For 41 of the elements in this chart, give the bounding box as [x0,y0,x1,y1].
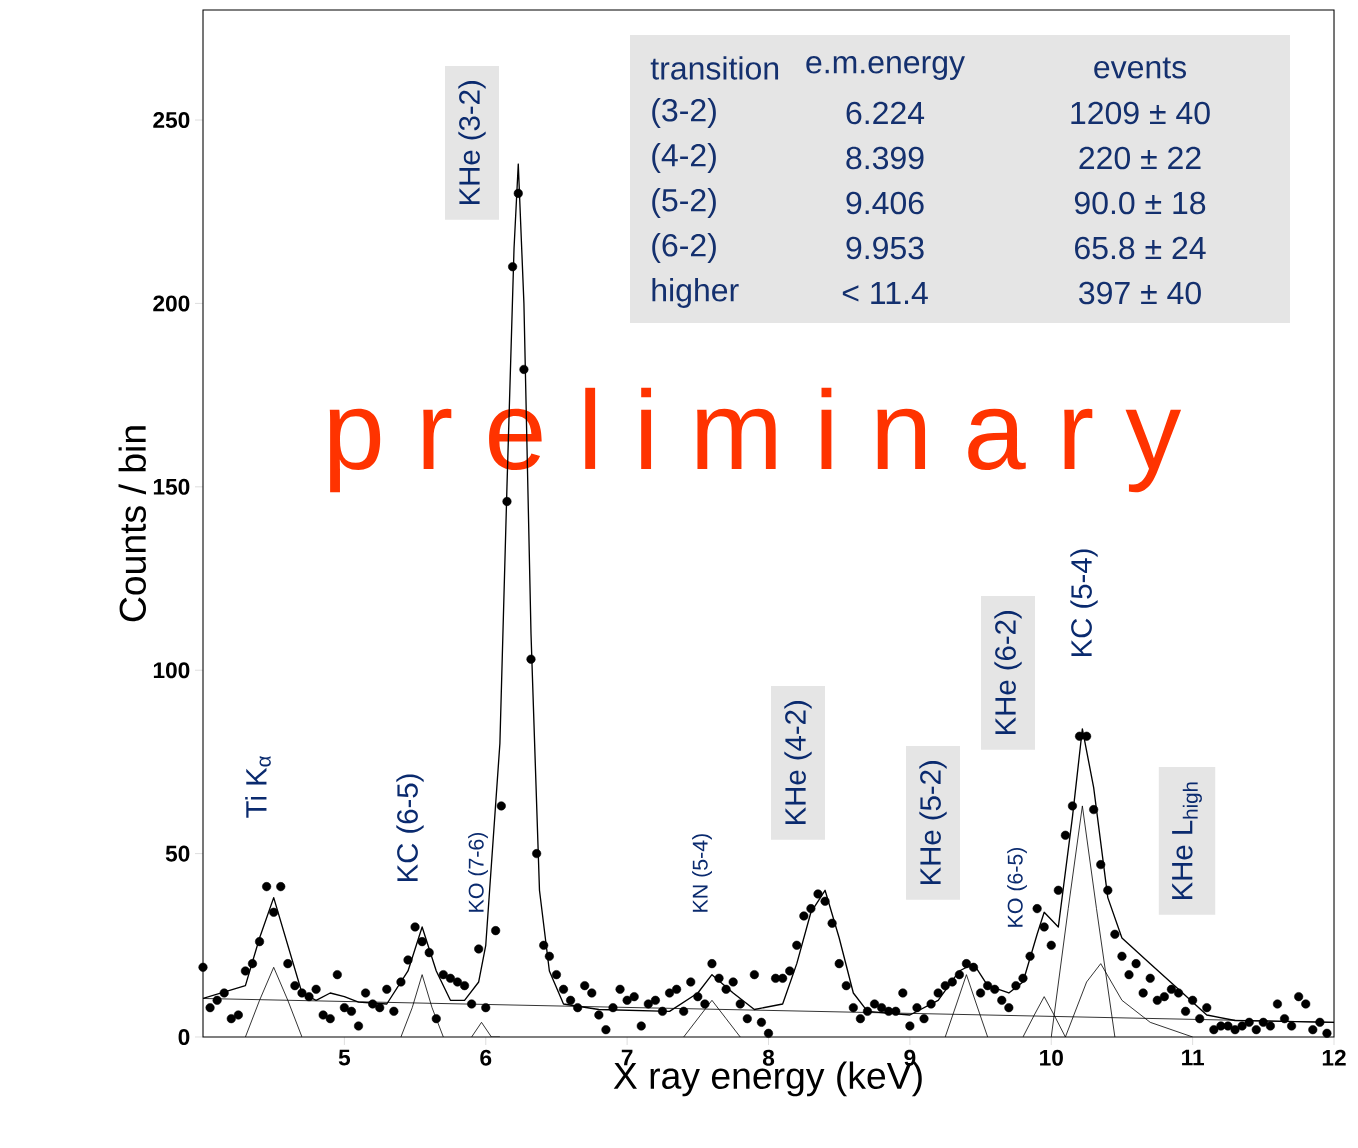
annotation: 1209 ± 40 [1071,101,1210,125]
y-tick-label: 100 [153,662,190,679]
annotation: KHe (3-2) [458,81,486,204]
x-tick-label: 12 [1322,1049,1346,1066]
annotation: 9.953 [846,236,924,260]
annotation: transition [650,56,779,80]
annotation: 220 ± 22 [1079,146,1201,170]
annotation: < 11.4 [842,281,928,304]
x-tick-label: 6 [480,1049,492,1066]
annotation: (6-2) [652,233,716,263]
annotation: events [1094,57,1186,79]
annotation: 90.0 ± 18 [1074,191,1206,215]
annotation: KHe L$_{high}$ [1172,782,1202,899]
y-tick-label: 150 [153,478,190,495]
annotation: KN (5-4) [692,834,712,912]
annotation: higher [652,278,739,308]
annotation: 8.399 [846,146,924,170]
annotation: KHe (4-2) [784,701,812,824]
x-tick-label: 10 [1040,1049,1063,1066]
annotation: KO (7-6) [468,832,488,912]
y-tick-label: 200 [153,295,190,312]
annotation: 65.8 ± 24 [1075,236,1206,260]
annotation: KC (6-5) [396,774,424,881]
annotation: KHe (5-2) [919,761,947,884]
annotation: (3-2) [652,98,716,128]
annotation: Ti K$_{α}$ [245,756,271,818]
annotation: (5-2) [652,188,716,218]
y-axis-title: Counts / bin [118,426,146,622]
annotation: 6.224 [846,101,925,125]
annotation: e.m.energy [806,56,965,80]
x-tick-label: 5 [338,1049,351,1066]
y-tick-label: 0 [178,1028,190,1046]
annotation: 9.406 [846,191,924,215]
annotation: KC (5-4) [1070,549,1098,656]
annotation: (4-2) [652,143,716,173]
y-tick-label: 250 [153,112,190,129]
x-tick-label: 11 [1182,1049,1204,1066]
y-tick-label: 50 [165,845,190,862]
annotation: KHe (6-2) [994,611,1022,734]
annotation: 397 ± 40 [1079,281,1201,305]
annotation: KO (6-5) [1007,847,1027,927]
